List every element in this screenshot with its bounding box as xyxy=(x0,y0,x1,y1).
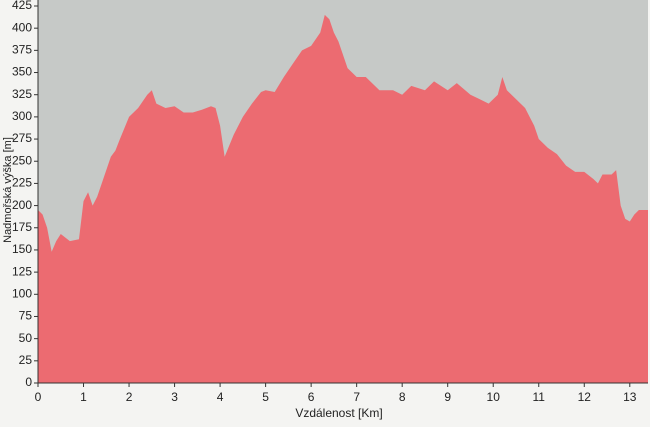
x-tick-label: 12 xyxy=(578,390,592,404)
y-tick-label: 200 xyxy=(12,198,32,212)
y-tick-label: 325 xyxy=(12,87,32,101)
elevation-area xyxy=(38,14,648,384)
y-tick-label: 250 xyxy=(12,153,32,167)
x-tick-label: 8 xyxy=(399,390,406,404)
x-tick-label: 3 xyxy=(171,390,178,404)
y-tick-label: 225 xyxy=(12,176,32,190)
x-tick-label: 11 xyxy=(533,390,546,404)
y-tick-label: 75 xyxy=(19,309,33,323)
x-tick-label: 9 xyxy=(444,390,451,404)
x-axis-label: Vzdálenost [Km] xyxy=(295,406,382,420)
x-tick-label: 10 xyxy=(487,390,501,404)
y-tick-label: 150 xyxy=(12,242,32,256)
y-tick-label: 400 xyxy=(12,20,32,34)
y-tick-label: 375 xyxy=(12,43,32,57)
y-tick-label: 25 xyxy=(19,353,33,367)
x-tick-label: 13 xyxy=(623,390,637,404)
x-tick-label: 7 xyxy=(353,390,360,404)
y-tick-label: 300 xyxy=(12,109,32,123)
x-tick-label: 4 xyxy=(217,390,224,404)
y-tick-label: 350 xyxy=(12,65,32,79)
x-tick-label: 5 xyxy=(262,390,269,404)
y-tick-label: 425 xyxy=(12,0,32,12)
x-tick-label: 6 xyxy=(308,390,315,404)
x-tick-label: 1 xyxy=(80,390,87,404)
y-tick-label: 275 xyxy=(12,131,32,145)
x-tick-label: 2 xyxy=(126,390,133,404)
y-axis-label: Nadmořská výška [m] xyxy=(2,137,14,243)
y-tick-label: 0 xyxy=(25,375,32,389)
y-tick-label: 50 xyxy=(19,331,33,345)
y-tick-label: 175 xyxy=(12,220,32,234)
y-tick-label: 100 xyxy=(12,286,32,300)
y-tick-label: 125 xyxy=(12,264,32,278)
x-tick-label: 0 xyxy=(35,390,42,404)
